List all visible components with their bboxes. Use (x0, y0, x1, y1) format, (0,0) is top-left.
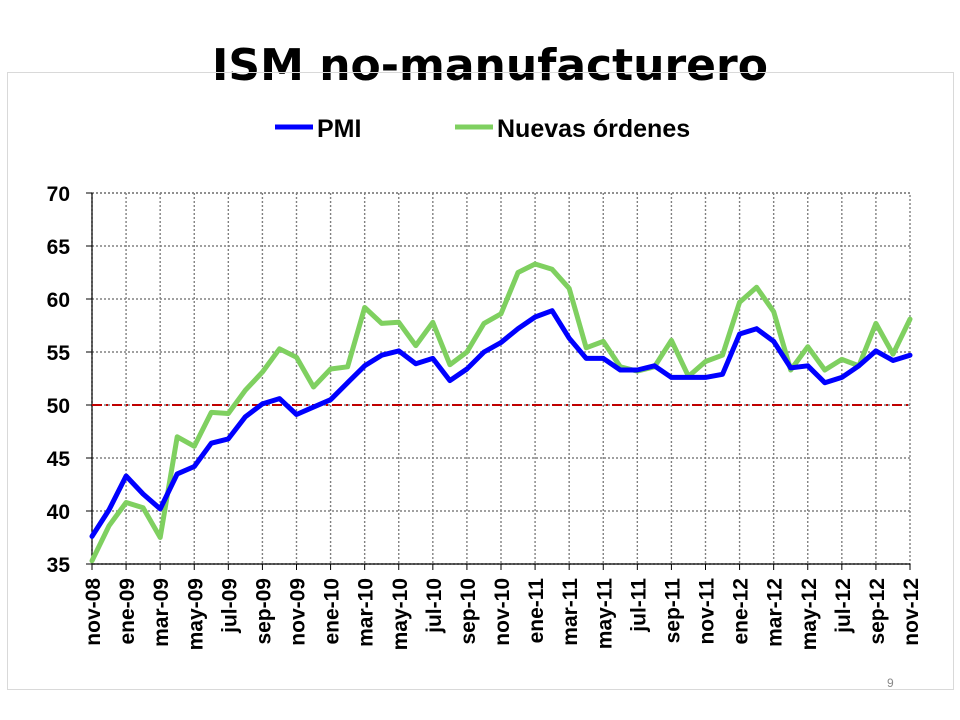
x-tick-label: mar-09 (150, 578, 173, 647)
x-tick-label: sep-10 (457, 578, 480, 645)
x-tick-label: sep-09 (252, 578, 275, 645)
y-tick-label: 70 (47, 183, 70, 206)
slide-title: ISM no-manufacturero (212, 40, 768, 91)
grid (91, 192, 911, 565)
axes (86, 192, 911, 570)
chart-frame (7, 72, 954, 690)
x-tick-label: sep-12 (866, 578, 889, 645)
x-tick-label: nov-12 (900, 578, 923, 646)
y-tick-label: 40 (47, 501, 70, 524)
x-tick-labels: nov-08 ene-09 mar-09 may-09 jul-09 sep-09 nov-… (82, 578, 923, 651)
x-tick-label: jul-10 (423, 578, 446, 634)
x-tick-label: jul-09 (218, 578, 241, 634)
x-tick-label: may-09 (184, 578, 207, 650)
x-tick-label: nov-09 (287, 578, 310, 646)
y-tick-label: 35 (47, 554, 71, 577)
series-line-nuevas-ordenes (89, 261, 913, 564)
y-tick-label: 50 (47, 395, 70, 418)
x-tick-label: may-11 (593, 578, 616, 650)
x-tick-label: nov-11 (696, 578, 719, 645)
y-tick-label: 60 (47, 289, 70, 312)
x-tick-label: sep-11 (661, 578, 684, 644)
x-tick-label: may-10 (389, 578, 412, 650)
x-tick-label: jul-11 (627, 578, 650, 633)
x-tick-label: may-12 (798, 578, 821, 650)
x-tick-label: mar-10 (355, 578, 378, 647)
series-group (89, 261, 913, 564)
y-tick-labels: 35 40 45 50 55 60 65 70 (47, 183, 71, 577)
x-tick-label: mar-12 (764, 578, 787, 647)
series-line-pmi (89, 308, 913, 539)
legend-pmi-label: PMI (317, 115, 361, 143)
page-number: 9 (887, 676, 894, 690)
x-tick-label: ene-11 (525, 578, 548, 644)
legend: PMI Nuevas órdenes (275, 115, 690, 143)
x-tick-label: nov-10 (491, 578, 514, 646)
x-tick-label: ene-10 (321, 578, 344, 645)
legend-nuevas-ordenes-label: Nuevas órdenes (497, 115, 690, 143)
y-tick-label: 65 (47, 236, 71, 259)
y-tick-label: 45 (47, 448, 71, 471)
x-tick-label: mar-11 (559, 578, 582, 646)
y-tick-label: 55 (47, 342, 71, 365)
x-tick-label: ene-09 (116, 578, 139, 645)
x-tick-label: nov-08 (82, 578, 105, 646)
x-tick-label: jul-12 (832, 578, 855, 634)
x-tick-label: ene-12 (730, 578, 753, 645)
